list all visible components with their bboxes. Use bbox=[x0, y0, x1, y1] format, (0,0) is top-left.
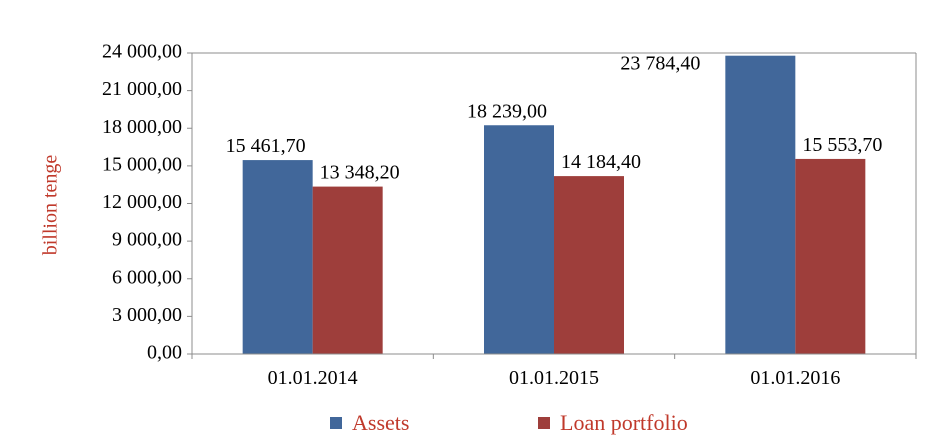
bar-assets bbox=[484, 125, 554, 355]
legend-swatch bbox=[538, 417, 550, 429]
y-tick-label: 12 000,00 bbox=[102, 191, 182, 213]
data-label: 14 184,40 bbox=[561, 151, 641, 173]
bar-assets bbox=[242, 160, 313, 354]
y-tick-label: 24 000,00 bbox=[102, 41, 182, 63]
legend-label: Assets bbox=[352, 410, 409, 435]
y-tick-label: 6 000,00 bbox=[112, 266, 182, 288]
bar-layer bbox=[242, 55, 866, 355]
y-tick-label: 0,00 bbox=[147, 342, 182, 364]
legend-label: Loan portfolio bbox=[560, 410, 688, 435]
legend-swatch bbox=[330, 417, 342, 429]
y-tick-label: 21 000,00 bbox=[102, 78, 182, 100]
y-tick-label: 3 000,00 bbox=[112, 304, 182, 326]
bar-assets bbox=[725, 55, 796, 355]
label-layer: 15 461,70 13 348,20 18 239,00 14 184,40 23 7… bbox=[226, 53, 883, 184]
data-label: 15 553,70 bbox=[802, 134, 882, 156]
y-tick-label: 9 000,00 bbox=[112, 229, 182, 251]
y-tick-label: 18 000,00 bbox=[102, 116, 182, 138]
bar-loan-portfolio bbox=[795, 158, 866, 354]
data-label: 18 239,00 bbox=[467, 100, 547, 122]
x-tick-label: 01.01.2015 bbox=[509, 367, 599, 389]
axis-layer: 0,00 3 000,00 6 000,00 9 000,00 12 000,00 15 … bbox=[102, 41, 917, 389]
bar-loan-portfolio bbox=[554, 176, 624, 354]
data-label: 13 348,20 bbox=[320, 162, 400, 184]
legend: Assets Loan portfolio bbox=[330, 410, 688, 435]
data-label: 23 784,40 bbox=[620, 53, 700, 75]
x-tick-label: 01.01.2016 bbox=[750, 367, 840, 389]
bar-loan-portfolio bbox=[312, 186, 383, 354]
x-tick-label: 01.01.2014 bbox=[268, 367, 358, 389]
data-label: 15 461,70 bbox=[226, 135, 306, 157]
y-axis-title: billion tenge bbox=[40, 155, 62, 256]
y-tick-label: 15 000,00 bbox=[102, 153, 182, 175]
